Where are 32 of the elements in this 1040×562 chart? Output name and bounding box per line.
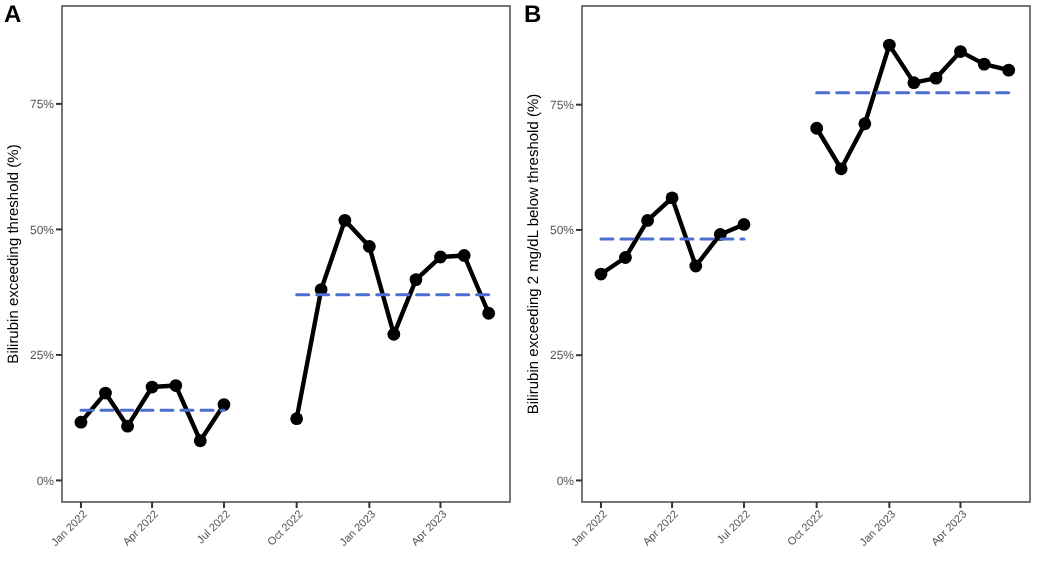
point <box>121 419 134 433</box>
point <box>665 191 679 205</box>
point <box>434 250 447 264</box>
point <box>99 386 112 400</box>
point <box>290 412 304 426</box>
point <box>641 214 654 227</box>
chart-title: B <box>524 0 542 28</box>
point <box>907 76 921 90</box>
point <box>689 259 703 273</box>
point <box>362 240 376 253</box>
point <box>145 380 159 394</box>
point <box>858 117 872 131</box>
point <box>193 434 207 448</box>
point <box>594 267 608 281</box>
point <box>74 415 88 429</box>
point <box>217 398 231 412</box>
point <box>1002 63 1016 77</box>
point <box>954 45 967 58</box>
point <box>882 38 896 52</box>
point <box>977 57 991 71</box>
point <box>338 213 352 227</box>
point <box>810 121 824 135</box>
point <box>619 251 632 264</box>
point <box>387 327 401 341</box>
chart-title: A <box>4 0 22 28</box>
point <box>834 162 848 176</box>
point <box>482 306 496 320</box>
point <box>929 71 943 85</box>
point <box>737 218 751 231</box>
point <box>169 379 183 392</box>
point <box>409 273 423 286</box>
point <box>457 249 471 262</box>
